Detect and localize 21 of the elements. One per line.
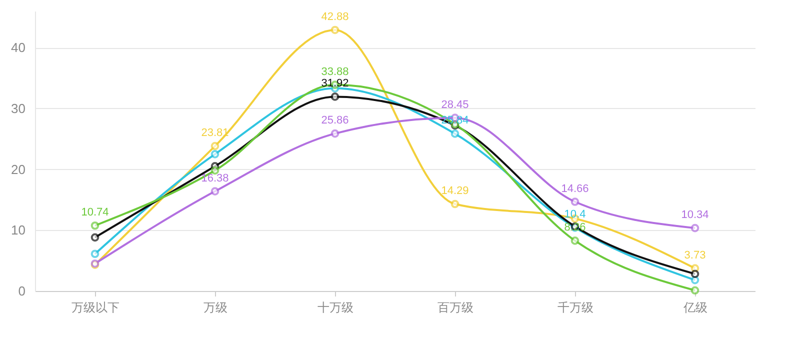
- data-label: 42.88: [321, 10, 349, 23]
- y-tick-label: 0: [18, 284, 26, 298]
- y-tick-label: 30: [11, 100, 26, 116]
- x-tick-label: 百万级: [438, 300, 474, 314]
- data-label: 25.86: [321, 114, 349, 127]
- y-tick-label: 10: [11, 222, 26, 238]
- x-tick-label: 万级: [204, 300, 228, 314]
- data-label: 14.66: [561, 182, 589, 195]
- data-label: 3.73: [684, 249, 706, 262]
- data-label: 28.45: [441, 98, 469, 111]
- x-tick-label: 千万级: [558, 300, 594, 314]
- data-label: 16.38: [201, 172, 229, 184]
- x-tick-label: 亿级: [682, 300, 708, 314]
- y-tick-label: 40: [11, 40, 26, 56]
- data-label: 14.29: [441, 185, 469, 198]
- x-tick-label: 万级以下: [72, 300, 120, 314]
- x-tick-label: 十万级: [318, 300, 354, 314]
- data-label: 33.88: [321, 66, 349, 78]
- data-label: 10.34: [681, 209, 709, 222]
- data-label: 10.74: [81, 206, 109, 219]
- y-tick-label: 20: [11, 162, 26, 177]
